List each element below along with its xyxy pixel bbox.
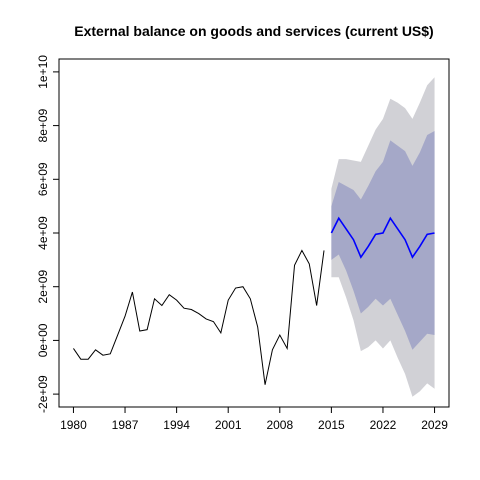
historical-series-line: [73, 249, 325, 385]
forecast-intervals: [331, 77, 435, 397]
x-tick-label: 2001: [215, 418, 242, 432]
y-tick-label: -2e+09: [36, 375, 50, 413]
y-tick-label: 0e+00: [36, 323, 50, 357]
x-tick-label: 2015: [318, 418, 345, 432]
axes: 1980 1987 1994 2001 2008 2015 2022 2029 -2e+09 0e…: [36, 55, 450, 432]
forecast-series-line: [330, 216, 435, 259]
forecast-band-80: [331, 130, 435, 350]
x-tick-label: 1994: [163, 418, 190, 432]
x-tick-label: 2029: [421, 418, 448, 432]
x-tick-label: 2008: [266, 418, 293, 432]
y-tick-label: 8e+09: [36, 108, 50, 142]
x-tick-label: 2022: [370, 418, 397, 432]
y-tick-label: 1e+10: [36, 55, 50, 89]
series-lines: [73, 216, 435, 385]
y-tick-label: 2e+09: [36, 270, 50, 304]
x-tick-label: 1980: [60, 418, 87, 432]
chart-title: External balance on goods and services (…: [74, 23, 433, 39]
x-tick-label: 1987: [112, 418, 139, 432]
y-tick-label: 6e+09: [36, 162, 50, 196]
y-tick-label: 4e+09: [36, 216, 50, 250]
